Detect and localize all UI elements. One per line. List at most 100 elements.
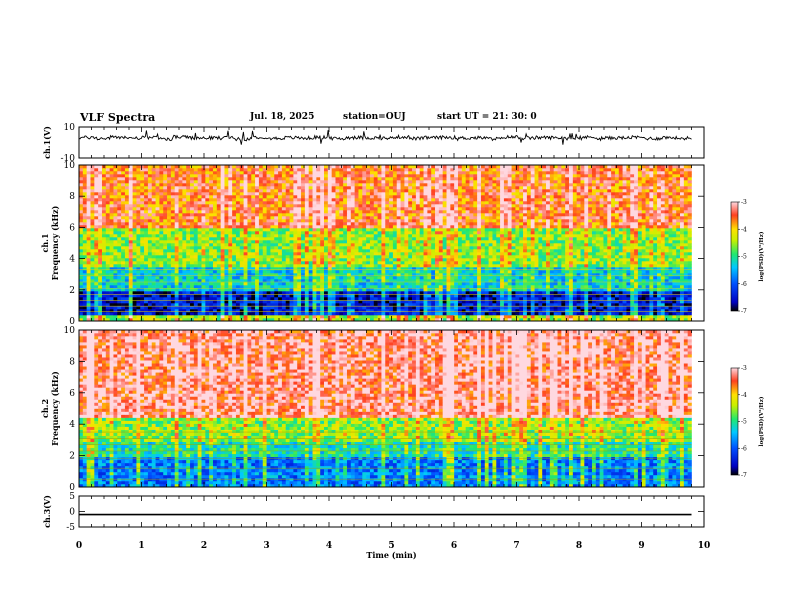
ch1-spectrogram-cell: [117, 306, 122, 310]
ch1-spectrogram-cell: [634, 291, 639, 295]
ch1-spectrogram-cell: [385, 303, 390, 307]
ch1-spectrogram-cell: [492, 264, 497, 268]
ch1-spectrogram-cell: [167, 228, 172, 232]
ch1-spectrogram-cell: [205, 291, 210, 295]
ch1-spectrogram-cell: [588, 276, 593, 280]
ch1-spectrogram-cell: [228, 312, 233, 316]
ch1-spectrogram-cell: [366, 312, 371, 316]
ch1-spectrogram-cell: [557, 315, 562, 319]
ch1-spectrogram-cell: [511, 243, 516, 247]
ch1-spectrogram-cell: [657, 270, 662, 274]
ch1-spectrogram-cell: [163, 306, 168, 310]
ch1-spectrogram-cell: [155, 303, 160, 307]
ch1-spectrogram-cell: [457, 318, 463, 322]
ch1-spectrogram-cell: [312, 264, 317, 268]
ch1-spectrogram-cell: [155, 228, 160, 232]
ch1-spectrogram-cell: [607, 237, 612, 241]
ch1-spectrogram-cell: [450, 282, 455, 286]
ch1-spectrogram-cell: [262, 318, 267, 322]
ch1-spectrogram-cell: [683, 246, 688, 250]
ch1-spectrogram-cell: [385, 252, 390, 256]
ch1-spectrogram-cell: [580, 249, 585, 253]
ch1-spectrogram-cell: [427, 306, 432, 310]
ch1-spectrogram-cell: [454, 255, 459, 259]
ch1-spectrogram-cell: [205, 294, 210, 298]
ch1-spectrogram-cell: [611, 303, 616, 307]
ch1-spectrogram-cell: [228, 306, 233, 310]
ch1-spectrogram-cell: [262, 276, 267, 280]
ch1-spectrogram-cell: [614, 282, 620, 286]
ch1-spectrogram-cell: [392, 276, 398, 280]
ch1-spectrogram-cell: [649, 252, 654, 256]
ch1-spectrogram-cell: [297, 240, 302, 244]
ch1-spectrogram-cell: [346, 252, 352, 256]
ch1-spectrogram-cell: [228, 273, 233, 277]
ch1-spectrogram-cell: [101, 264, 107, 268]
ch1-spectrogram-cell: [320, 252, 325, 256]
ch1-spectrogram-cell: [664, 288, 669, 292]
ch1-spectrogram-cell: [442, 255, 447, 259]
ch1-spectrogram-cell: [90, 228, 95, 232]
ch1-spectrogram-cell: [186, 297, 191, 301]
ch1-spectrogram-cell: [278, 294, 283, 298]
ch1-spectrogram-cell: [538, 294, 543, 298]
ch1-spectrogram-cell: [603, 231, 608, 235]
ch1-spectrogram-cell: [270, 267, 275, 271]
ch1-spectrogram-cell: [346, 300, 352, 304]
ch1-spectrogram-cell: [595, 309, 600, 313]
ch1-spectrogram-cell: [258, 309, 264, 313]
ch1-spectrogram-cell: [454, 243, 459, 247]
ch1-spectrogram-cell: [427, 297, 432, 301]
ch1-spectrogram-cell: [113, 294, 118, 298]
ch1-spectrogram-cell: [534, 288, 539, 292]
ch1-spectrogram-cell: [358, 294, 363, 298]
ch1-spectrogram-cell: [140, 297, 145, 301]
ch1-spectrogram-cell: [301, 237, 306, 241]
ch1-spectrogram-cell: [297, 231, 302, 235]
ch1-spectrogram-cell: [588, 231, 593, 235]
ch1-spectrogram-cell: [354, 303, 359, 307]
ch1-spectrogram-cell: [488, 240, 493, 244]
ch1-spectrogram-cell: [113, 291, 118, 295]
ch1-spectrogram-cell: [190, 285, 195, 289]
ch1-spectrogram-cell: [683, 291, 688, 295]
ch1-spectrogram-cell: [136, 255, 141, 259]
ch1-spectrogram-cell: [170, 234, 176, 238]
ch1-spectrogram-cell: [392, 234, 398, 238]
ch1-spectrogram-cell: [668, 282, 673, 286]
ch1-spectrogram-cell: [473, 291, 478, 295]
ch1-spectrogram-cell: [358, 246, 363, 250]
ch1-spectrogram-cell: [90, 303, 95, 307]
ch1-spectrogram-cell: [193, 273, 198, 277]
ch1-spectrogram-cell: [683, 261, 688, 265]
ch1-spectrogram-cell: [546, 240, 551, 244]
ch1-spectrogram-cell: [496, 264, 501, 268]
ch1-spectrogram-cell: [270, 231, 275, 235]
ch1-spectrogram-cell: [423, 303, 428, 307]
ch1-spectrogram-cells: [79, 165, 692, 322]
ch1-spectrogram-cell: [584, 309, 589, 313]
ch1-spectrogram-cell: [224, 249, 229, 253]
ch1-spectrogram-cell: [304, 318, 309, 322]
ch1-spectrogram-cell: [519, 312, 524, 316]
ch1-spectrogram-cell: [680, 246, 685, 250]
ch1-spectrogram-cell: [580, 288, 585, 292]
ch1-spectrogram-cell: [427, 249, 432, 253]
ch1-spectrogram-cell: [190, 240, 195, 244]
ch1-spectrogram-cell: [285, 291, 290, 295]
ch1-spectrogram-cell: [618, 306, 623, 310]
ch1-spectrogram-cell: [511, 315, 516, 319]
ch1-spectrogram-cell: [549, 306, 554, 310]
ch1-spectrogram-cell: [281, 258, 287, 262]
ch1-spectrogram-cell: [553, 273, 558, 277]
ch1-spectrogram-cell: [591, 300, 597, 304]
ch1-spectrogram-cell: [473, 255, 478, 259]
ch1-spectrogram-cell: [144, 252, 149, 256]
ch1-spectrogram-cell: [346, 303, 352, 307]
ch1-spectrogram-cell: [526, 282, 532, 286]
ch1-spectrogram-cell: [312, 246, 317, 250]
ch1-spectrogram-cell: [480, 246, 486, 250]
ch1-spectrogram-cell: [124, 261, 130, 265]
ch1-spectrogram-cell: [618, 294, 623, 298]
ch1-spectrogram-cell: [649, 300, 654, 304]
